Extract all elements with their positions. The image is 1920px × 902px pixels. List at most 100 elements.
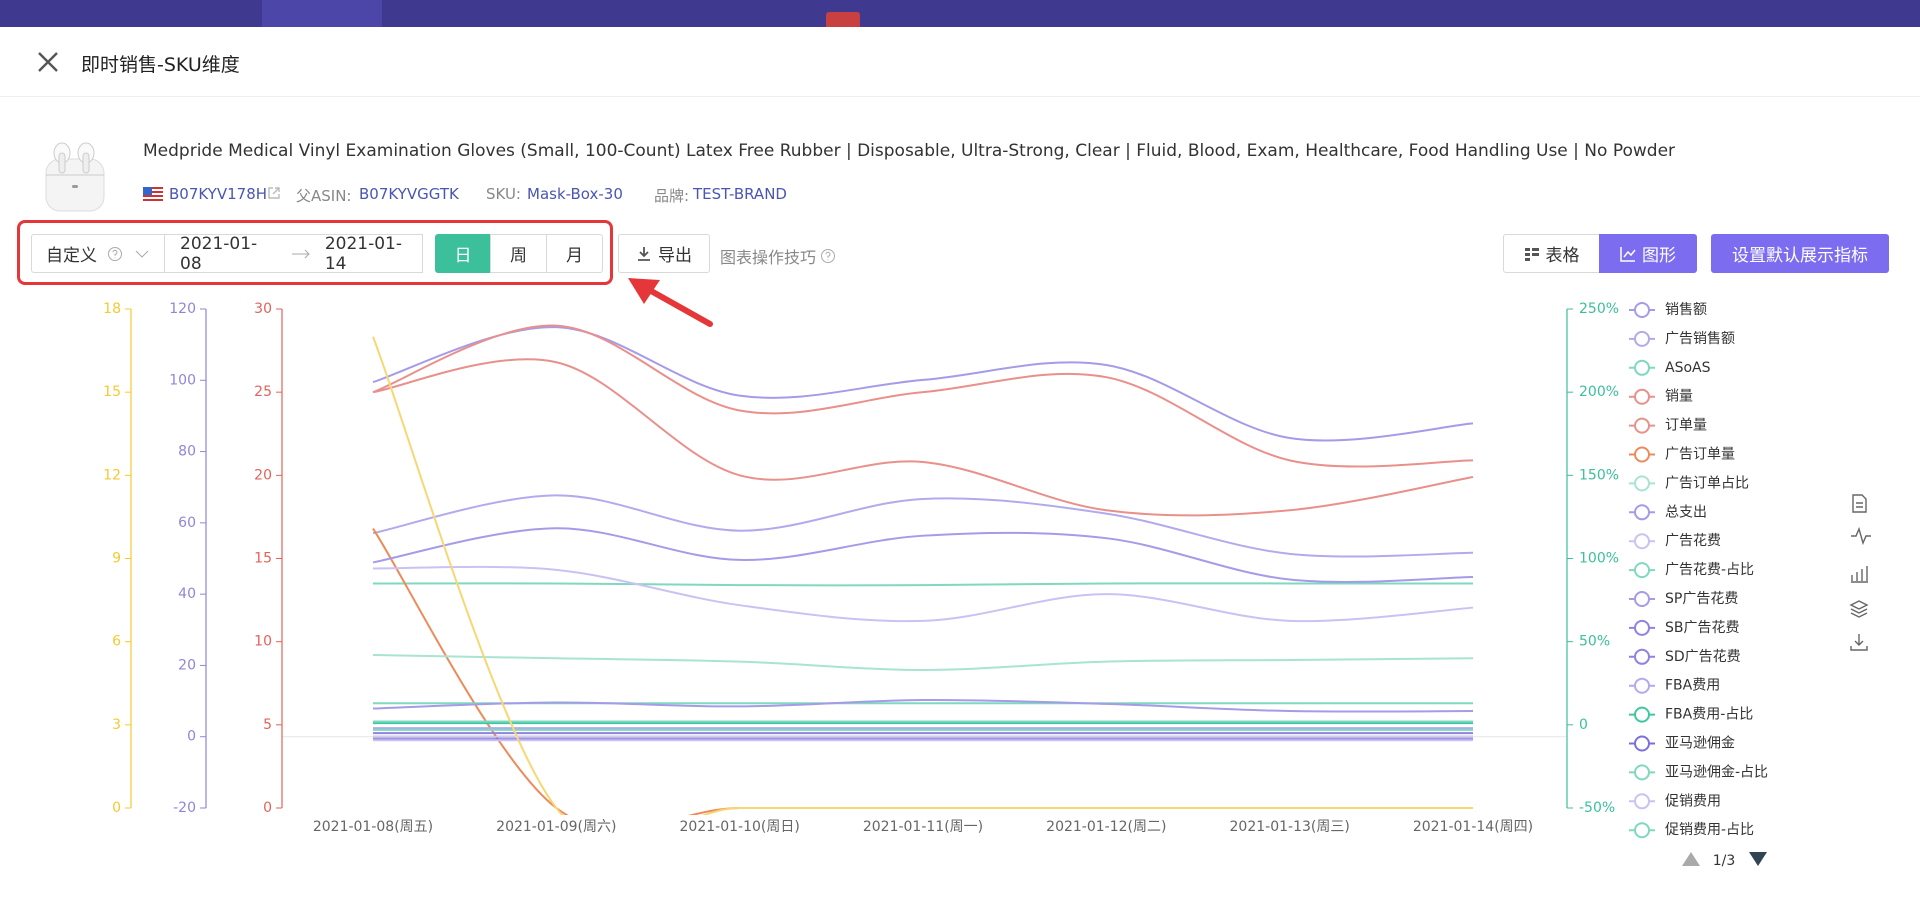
chevron-icon — [135, 250, 149, 258]
y-tick-label: 18 — [103, 301, 121, 317]
legend-marker — [1634, 822, 1650, 839]
flag-icon — [143, 187, 163, 201]
legend-marker — [1634, 302, 1650, 318]
legend-next[interactable] — [1749, 852, 1767, 866]
brand-label: 品牌: — [654, 187, 690, 205]
legend-label: 广告订单占比 — [1665, 475, 1749, 491]
y-tick-label: -50% — [1579, 800, 1615, 816]
series-line — [372, 326, 1474, 442]
y-tick-label: 9 — [112, 551, 121, 567]
legend-marker — [1634, 388, 1650, 405]
product-image — [45, 142, 105, 212]
nav-tab — [262, 0, 382, 27]
series-line — [372, 494, 1474, 558]
legend-marker — [1634, 330, 1650, 347]
range-select[interactable]: 自定义 — [31, 234, 165, 273]
series-line — [372, 528, 1473, 815]
legend-marker — [1634, 533, 1650, 550]
save-image-icon[interactable] — [1850, 634, 1868, 651]
series-line — [372, 653, 1474, 671]
legend-marker — [1634, 562, 1650, 579]
y-tick-label: 40 — [178, 586, 196, 602]
x-tick-label: 2021-01-08(周五) — [313, 819, 433, 835]
highlight-box — [17, 220, 613, 285]
y-tick-label: 200% — [1579, 384, 1619, 400]
legend-marker — [1634, 591, 1650, 607]
granularity-day[interactable]: 日 — [435, 234, 491, 273]
tips-label: 图表操作技巧 — [720, 248, 817, 267]
legend-label: FBA费用 — [1665, 678, 1720, 694]
table-view-button[interactable]: 表格 — [1503, 234, 1600, 273]
granularity-month[interactable]: 月 — [546, 234, 603, 273]
y-tick-label: 0 — [263, 800, 272, 816]
end-date: 2021-01-14 — [324, 233, 403, 274]
series-line — [372, 698, 1474, 713]
y-tick-label: 10 — [254, 634, 272, 650]
modal-title: 即时销售-SKU维度 — [81, 54, 240, 76]
toolbox — [1849, 494, 1871, 651]
series-line — [372, 358, 1474, 517]
y-tick-label: 0 — [1579, 717, 1588, 733]
legend-label: 亚马逊佣金 — [1665, 736, 1735, 752]
series-line — [372, 582, 1473, 587]
chart-icon — [1620, 246, 1636, 262]
legend-marker — [1634, 446, 1650, 463]
export-label: 导出 — [658, 246, 692, 266]
series-line — [372, 565, 1474, 623]
chart-view-button[interactable]: 图形 — [1599, 234, 1697, 273]
range-arrow — [292, 249, 310, 258]
legend-marker — [1634, 677, 1650, 694]
legend-label: 亚马逊佣金-占比 — [1665, 764, 1768, 780]
sku: Mask-Box-30 — [527, 185, 623, 203]
y-tick-label: 3 — [112, 717, 121, 733]
y-tick-label: 30 — [254, 301, 272, 317]
y-tick-label: 5 — [263, 717, 272, 733]
series-line — [372, 336, 1473, 815]
help-icon — [108, 246, 122, 261]
brand: TEST-BRAND — [693, 185, 787, 203]
stack-icon[interactable] — [1849, 600, 1869, 618]
y-tick-label: 12 — [103, 467, 121, 483]
bar-chart-icon[interactable] — [1851, 566, 1868, 583]
table-icon — [1524, 247, 1539, 261]
legend-marker — [1634, 706, 1650, 723]
x-tick-label: 2021-01-12(周二) — [1046, 819, 1166, 835]
legend-label: 促销费用-占比 — [1665, 822, 1754, 838]
y-tick-label: 20 — [178, 657, 196, 673]
asin[interactable]: B07KYV178H — [169, 185, 268, 203]
granularity-week[interactable]: 周 — [490, 234, 547, 273]
table-label: 表格 — [1545, 246, 1580, 266]
parent-asin-label: 父ASIN: — [296, 187, 352, 205]
legend-label: 促销费用 — [1665, 793, 1721, 809]
legend-label: 广告销售额 — [1665, 331, 1735, 347]
y-tick-label: 0 — [112, 800, 121, 816]
y-tick-label: 0 — [187, 729, 196, 745]
set-default-button[interactable]: 设置默认展示指标 — [1711, 234, 1889, 273]
export-button[interactable]: 导出 — [618, 234, 710, 273]
legend-marker — [1634, 504, 1650, 521]
legend-label: 订单量 — [1665, 418, 1707, 434]
divider — [0, 96, 1920, 97]
date-range[interactable]: 2021-01-08 2021-01-14 — [164, 233, 423, 274]
y-tick-label: 60 — [178, 515, 196, 531]
x-tick-label: 2021-01-13(周三) — [1230, 819, 1350, 835]
legend-marker — [1634, 359, 1650, 376]
start-date: 2021-01-08 — [180, 233, 258, 274]
top-bar — [0, 0, 1920, 27]
external-link-icon[interactable] — [267, 186, 281, 200]
data-view-icon[interactable] — [1852, 494, 1867, 513]
line-chart-icon[interactable] — [1851, 526, 1871, 546]
legend-marker — [1634, 764, 1650, 781]
parent-asin[interactable]: B07KYVGGTK — [359, 185, 459, 203]
sku-label: SKU: — [486, 185, 521, 203]
legend-marker — [1634, 417, 1650, 434]
chart-tips[interactable]: 图表操作技巧 — [720, 244, 836, 268]
plot-area — [372, 324, 1474, 815]
modal — [0, 27, 1920, 902]
close-button[interactable] — [36, 50, 60, 74]
y-tick-label: 100 — [169, 372, 196, 388]
legend-prev[interactable] — [1682, 852, 1700, 866]
